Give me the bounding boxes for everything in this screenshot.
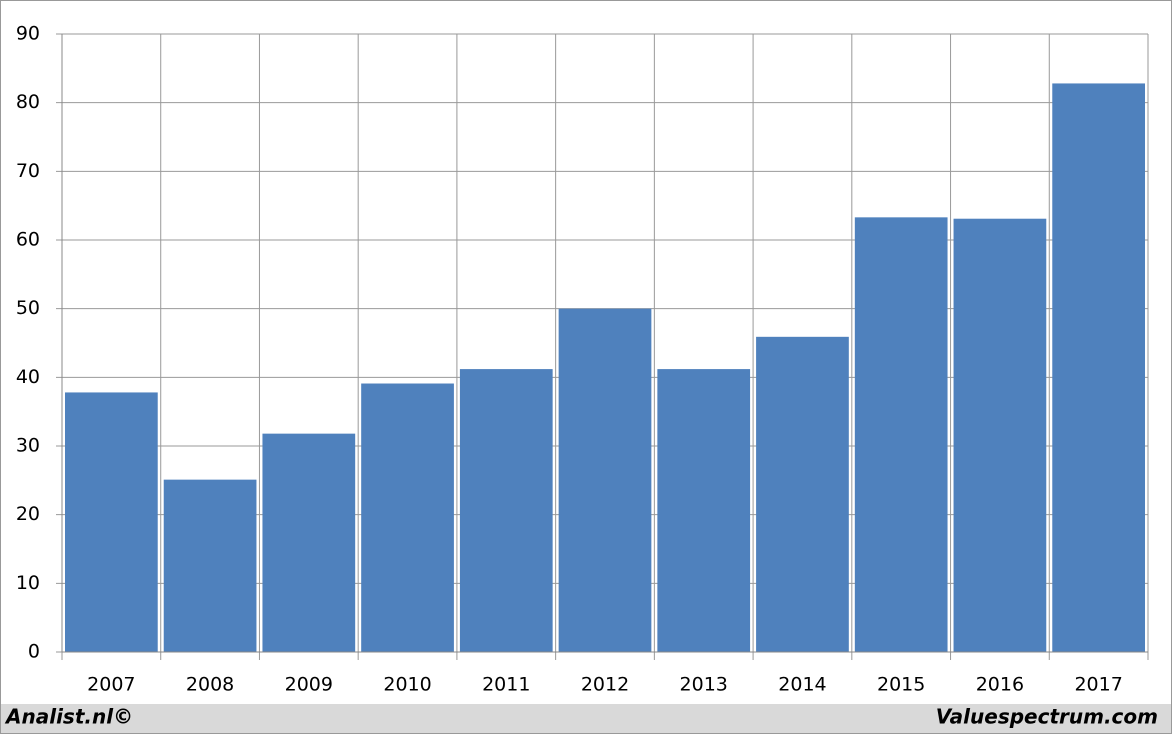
x-tick-label: 2015: [877, 674, 925, 696]
x-tick-label: 2013: [680, 674, 728, 696]
credit-right: Valuespectrum.com: [936, 705, 1158, 729]
x-tick-label: 2012: [581, 674, 629, 696]
y-tick-label: 20: [16, 503, 40, 525]
bar: [65, 392, 158, 652]
x-tick-label: 2010: [383, 674, 431, 696]
bar: [854, 217, 948, 652]
bar: [163, 479, 257, 652]
bar: [953, 218, 1047, 653]
x-tick-label: 2008: [186, 674, 234, 696]
y-tick-label: 10: [16, 572, 40, 594]
bar: [558, 308, 652, 652]
y-tick-label: 40: [16, 366, 40, 388]
bar: [262, 433, 356, 652]
bar: [1052, 83, 1145, 652]
x-tick-label: 2007: [87, 674, 135, 696]
x-tick-label: 2014: [778, 674, 826, 696]
x-tick-label: 2009: [285, 674, 333, 696]
footer-band: [1, 704, 1171, 733]
bar: [361, 383, 454, 652]
y-tick-label: 30: [16, 435, 40, 457]
x-tick-label: 2017: [1074, 674, 1122, 696]
bar: [657, 369, 751, 652]
bar: [459, 369, 553, 652]
y-tick-label: 0: [28, 641, 40, 663]
y-tick-label: 50: [16, 297, 40, 319]
y-tick-label: 80: [16, 91, 40, 113]
y-tick-label: 90: [16, 23, 40, 45]
x-tick-label: 2016: [976, 674, 1024, 696]
credit-left: Analist.nl©: [4, 705, 133, 729]
y-tick-label: 60: [16, 229, 40, 251]
bar: [756, 336, 849, 652]
y-tick-label: 70: [16, 160, 40, 182]
x-tick-label: 2011: [482, 674, 530, 696]
